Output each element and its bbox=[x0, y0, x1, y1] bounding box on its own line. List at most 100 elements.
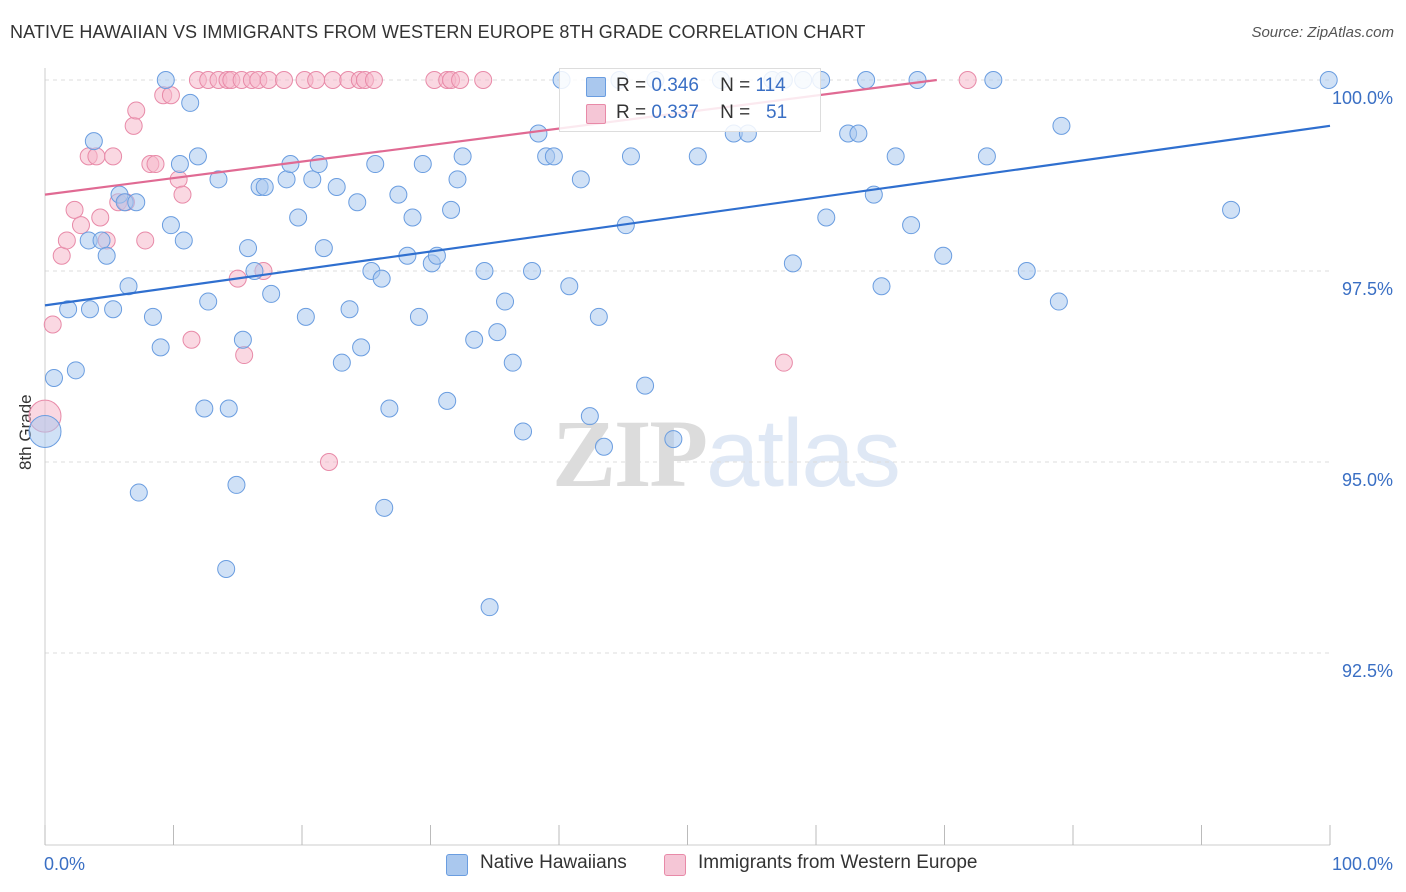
hawaiian-point bbox=[239, 239, 258, 258]
western-europe-point bbox=[57, 231, 76, 250]
legend-r-value-western-europe: 0.337 bbox=[651, 102, 699, 123]
hawaiian-point bbox=[580, 407, 599, 426]
western-europe-point bbox=[161, 86, 180, 105]
watermark-atlas: atlas bbox=[706, 400, 901, 507]
hawaiian-point bbox=[348, 193, 367, 212]
hawaiian-point bbox=[1049, 292, 1068, 311]
legend-r-label: R = bbox=[616, 102, 647, 123]
hawaiian-point bbox=[156, 71, 175, 89]
hawaiian-point bbox=[453, 147, 472, 166]
western-europe-point bbox=[364, 71, 383, 89]
watermark: ZIPatlas bbox=[552, 398, 901, 509]
hawaiian-point bbox=[529, 124, 548, 143]
source-label: Source: ZipAtlas.com bbox=[1251, 24, 1394, 41]
hawaiian-point bbox=[199, 292, 218, 311]
hawaiian-point bbox=[233, 330, 252, 349]
x-tick-label-min: 0.0% bbox=[44, 854, 85, 874]
hawaiian-point bbox=[977, 147, 996, 166]
western-europe-point bbox=[43, 315, 62, 334]
legend-swatch-pink bbox=[586, 104, 606, 124]
hawaiian-point bbox=[560, 277, 579, 296]
western-europe-point bbox=[182, 330, 201, 349]
hawaiian-point bbox=[496, 292, 515, 311]
western-europe-point bbox=[87, 147, 106, 166]
hawaiian-point bbox=[849, 124, 868, 143]
hawaiian-point bbox=[857, 71, 876, 89]
hawaiian-point bbox=[127, 193, 146, 212]
hawaiian-point bbox=[514, 422, 533, 441]
hawaiian-point bbox=[934, 246, 953, 265]
hawaiian-trend-line bbox=[44, 124, 1331, 307]
hawaiian-point bbox=[28, 414, 62, 448]
western-europe-point bbox=[275, 71, 294, 89]
hawaiian-point bbox=[375, 498, 394, 517]
chart-title: NATIVE HAWAIIAN VS IMMIGRANTS FROM WESTE… bbox=[10, 22, 866, 42]
hawaiian-point bbox=[448, 170, 467, 189]
hawaiian-point bbox=[97, 246, 116, 265]
hawaiian-point bbox=[480, 598, 499, 617]
hawaiian-point bbox=[783, 254, 802, 273]
hawaiian-point bbox=[1017, 262, 1036, 280]
hawaiian-point bbox=[314, 239, 333, 258]
western-europe-point bbox=[307, 71, 326, 89]
western-europe-point bbox=[65, 200, 84, 219]
hawaiian-point bbox=[366, 155, 385, 174]
hawaiian-point bbox=[227, 475, 246, 494]
hawaiian-point bbox=[340, 300, 359, 319]
western-europe-point bbox=[124, 116, 143, 135]
hawaiian-point bbox=[170, 155, 189, 174]
western-europe-point bbox=[774, 353, 793, 372]
hawaiian-point bbox=[571, 170, 590, 189]
hawaiian-point bbox=[352, 338, 371, 357]
western-europe-point bbox=[91, 208, 110, 227]
y-tick-label: 95.0% bbox=[1342, 470, 1393, 490]
western-europe-point bbox=[71, 216, 90, 235]
western-europe-point bbox=[958, 71, 977, 89]
hawaiian-point bbox=[151, 338, 170, 357]
western-europe-point bbox=[136, 231, 155, 250]
hawaiian-point bbox=[475, 262, 494, 280]
hawaiian-point bbox=[289, 208, 308, 227]
hawaiian-point bbox=[1052, 116, 1071, 135]
western-europe-point bbox=[173, 185, 192, 204]
hawaiian-point bbox=[1319, 71, 1338, 89]
hawaiian-point bbox=[908, 71, 927, 89]
hawaiian-point bbox=[255, 177, 274, 196]
hawaiian-point bbox=[380, 399, 399, 418]
hawaiian-point bbox=[181, 93, 200, 112]
hawaiian-point bbox=[389, 185, 408, 204]
y-tick-label: 97.5% bbox=[1342, 279, 1393, 299]
hawaiian-point bbox=[523, 262, 542, 280]
hawaiian-point bbox=[92, 231, 111, 250]
y-tick-label: 100.0% bbox=[1332, 88, 1393, 108]
hawaiian-point bbox=[296, 307, 315, 326]
legend-n-value-western-europe: 51 bbox=[766, 102, 788, 123]
legend-label-western-europe: Immigrants from Western Europe bbox=[698, 852, 978, 873]
hawaiian-point bbox=[303, 170, 322, 189]
y-tick-label: 92.5% bbox=[1342, 661, 1393, 681]
hawaiian-point bbox=[332, 353, 351, 372]
legend-swatch-native-hawaiians bbox=[446, 854, 468, 876]
hawaiian-point bbox=[161, 216, 180, 235]
western-europe-point bbox=[127, 101, 146, 120]
x-tick-label-max: 100.0% bbox=[1332, 854, 1393, 874]
western-europe-point bbox=[474, 71, 493, 89]
hawaiian-point bbox=[327, 177, 346, 196]
hawaiian-point bbox=[621, 147, 640, 166]
hawaiian-point bbox=[129, 483, 148, 502]
stats-legend: R = 0.346 N = 114 R = 0.337 N = 51 bbox=[559, 68, 821, 132]
hawaiian-point bbox=[209, 170, 228, 189]
legend-n-label: N = bbox=[720, 75, 751, 96]
western-europe-point bbox=[323, 71, 342, 89]
western-europe-point bbox=[146, 155, 165, 174]
western-europe-point bbox=[169, 170, 188, 189]
legend-r-value-hawaiians: 0.346 bbox=[651, 75, 699, 96]
hawaiian-point bbox=[277, 170, 296, 189]
hawaiian-point bbox=[409, 307, 428, 326]
hawaiian-point bbox=[80, 300, 99, 319]
hawaiian-point bbox=[84, 132, 103, 151]
legend-n-label: N = bbox=[720, 102, 751, 123]
western-europe-point bbox=[52, 246, 71, 265]
hawaiian-point bbox=[872, 277, 891, 296]
